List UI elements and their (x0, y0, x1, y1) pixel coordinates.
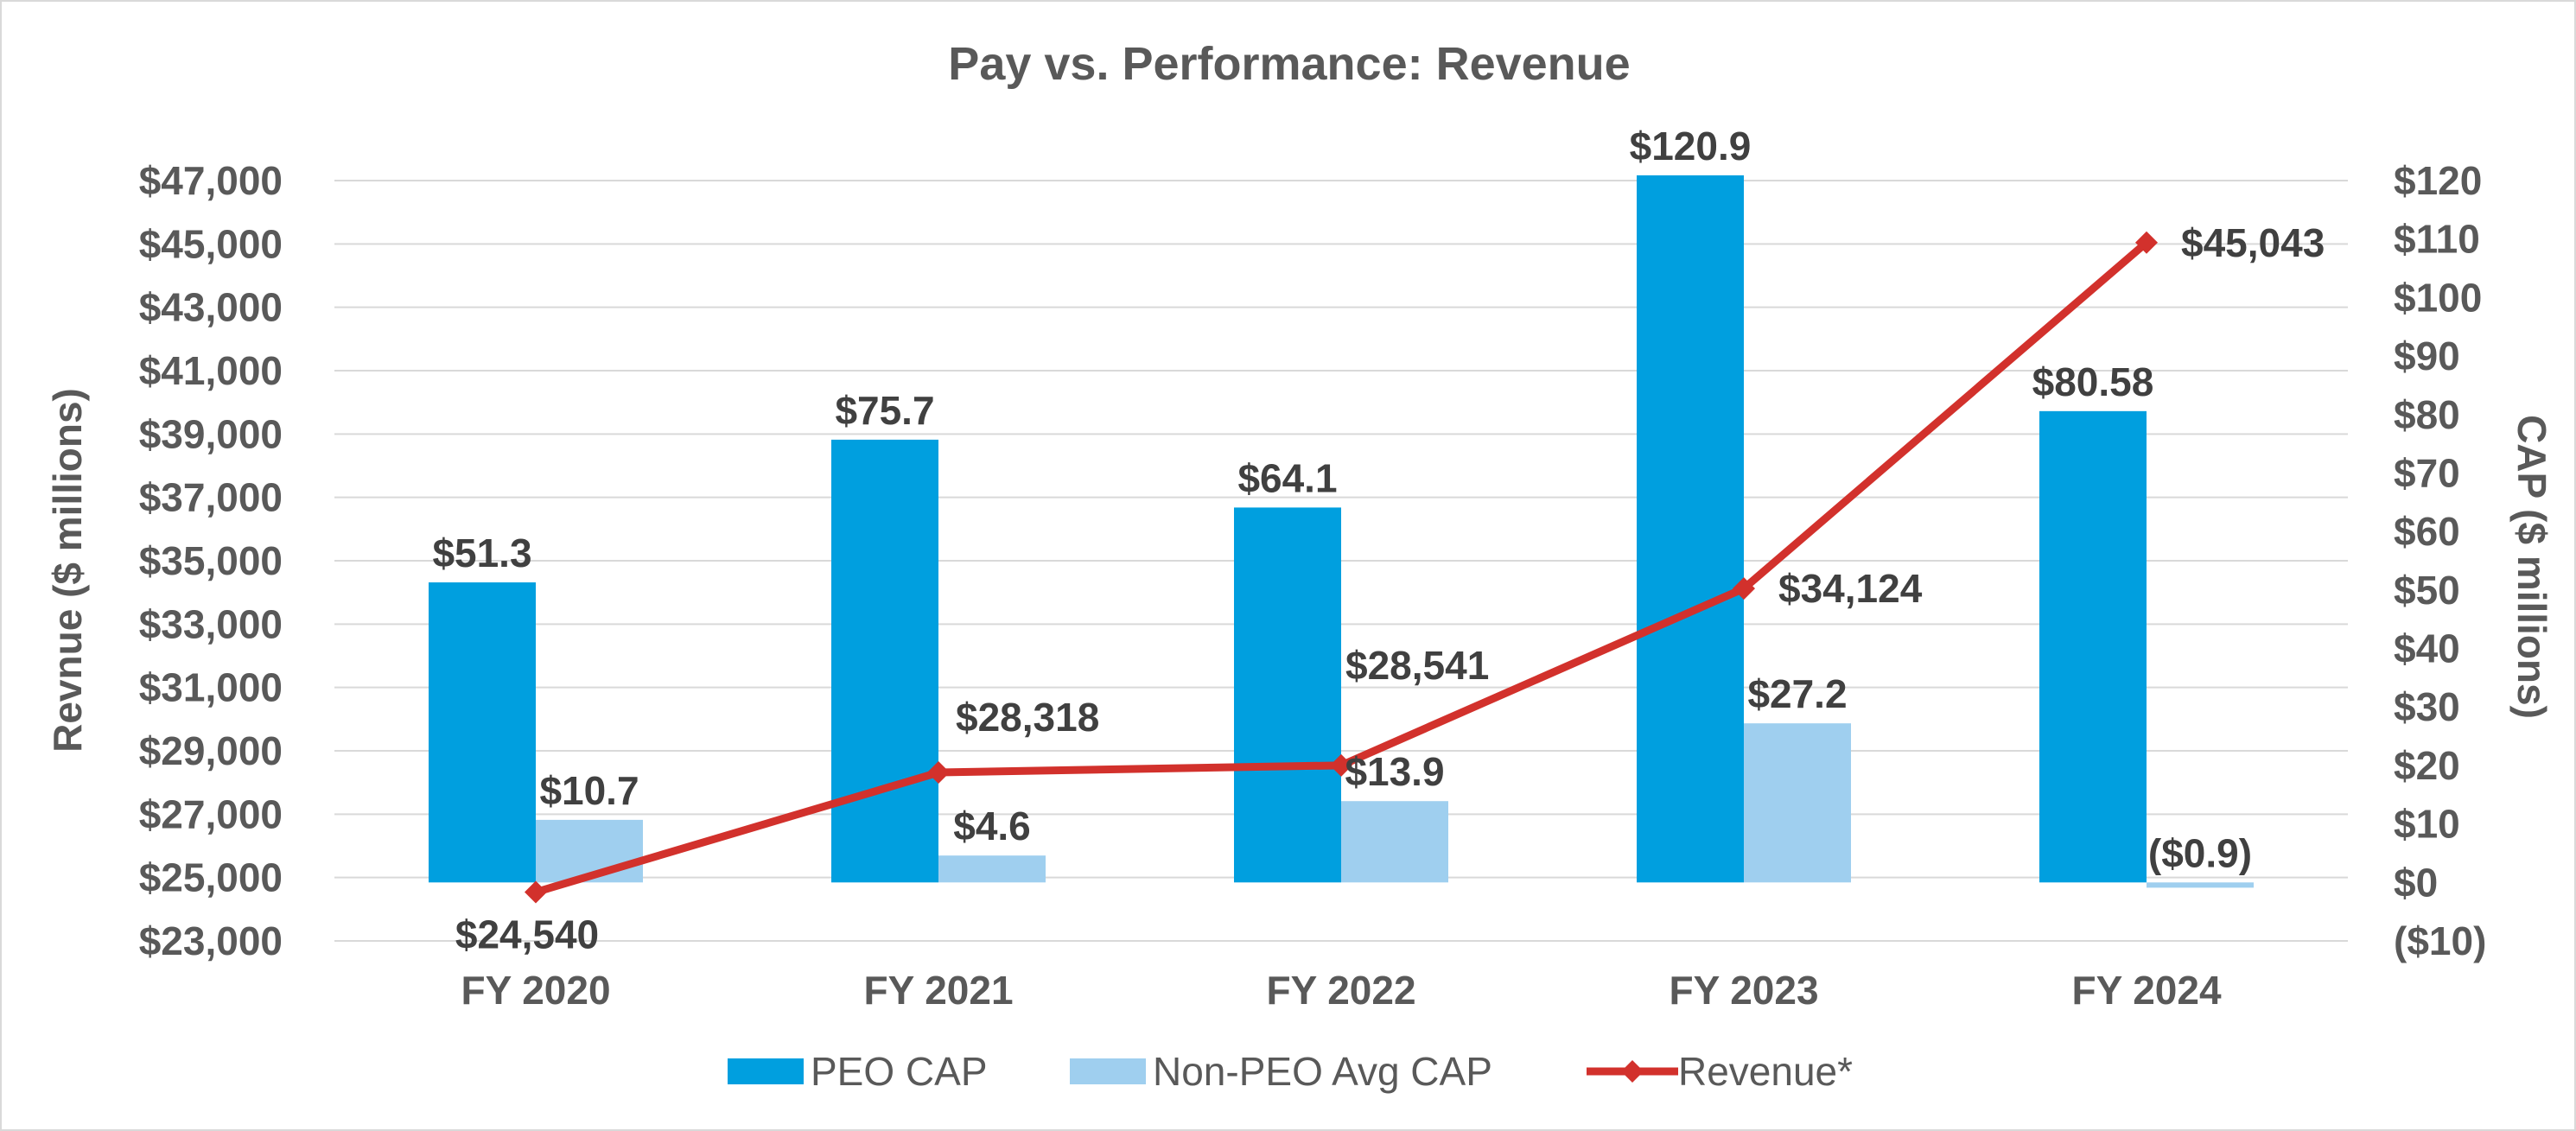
revenue-marker (1330, 753, 1352, 777)
left-axis-tick-label: $25,000 (139, 855, 283, 900)
non-peo-avg-cap-data-label: $13.9 (1345, 749, 1444, 794)
right-axis-title: CAP ($ millions) (2509, 415, 2554, 719)
left-axis-tick-label: $43,000 (139, 285, 283, 330)
left-axis-tick-label: $35,000 (139, 538, 283, 583)
right-axis-tick-label: $120 (2394, 158, 2482, 203)
left-axis-tick-label: $31,000 (139, 665, 283, 710)
bars-group (429, 175, 2254, 888)
right-axis-tick-label: $20 (2394, 743, 2460, 788)
left-axis-tick-label: $45,000 (139, 221, 283, 266)
right-axis-tick-label: $50 (2394, 568, 2460, 613)
right-axis-tick-label: $0 (2394, 860, 2438, 905)
revenue-marker (2135, 231, 2158, 254)
right-axis-tick-label: $10 (2394, 802, 2460, 847)
revenue-data-label: $24,540 (455, 912, 599, 957)
right-axis-tick-label: $30 (2394, 684, 2460, 729)
left-axis-tick-label: $29,000 (139, 728, 283, 773)
revenue-line-group (525, 231, 2158, 904)
legend-label-peo-cap: PEO CAP (811, 1049, 988, 1094)
left-axis-tick-label: $37,000 (139, 475, 283, 520)
revenue-data-label: $28,541 (1345, 643, 1489, 688)
right-axis-tick-label: $40 (2394, 626, 2460, 671)
category-label: FY 2021 (863, 968, 1013, 1013)
non-peo-avg-cap-bar (938, 855, 1046, 883)
non-peo-avg-cap-bar (536, 819, 643, 883)
revenue-marker (525, 880, 547, 904)
non-peo-avg-cap-bar (1341, 801, 1448, 883)
legend-label-revenue: Revenue* (1678, 1049, 1853, 1094)
left-axis-tick-label: $47,000 (139, 158, 283, 203)
left-axis-tick-label: $27,000 (139, 791, 283, 836)
right-axis-tick-label: $110 (2394, 217, 2480, 262)
legend-swatch-revenue-marker (1621, 1060, 1644, 1083)
left-axis-tick-label: $33,000 (139, 601, 283, 646)
category-label: FY 2020 (461, 968, 610, 1013)
peo-cap-bar (1637, 175, 1744, 883)
legend-label-non-peo-avg-cap: Non-PEO Avg CAP (1153, 1049, 1492, 1094)
peo-cap-data-label: $80.58 (2032, 359, 2154, 404)
revenue-data-label: $34,124 (1778, 566, 1923, 611)
legend: PEO CAP Non-PEO Avg CAP Revenue* (728, 1049, 1853, 1094)
left-axis-title: Revnue ($ millions) (45, 388, 90, 753)
peo-cap-data-label: $120.9 (1630, 124, 1752, 168)
category-label: FY 2024 (2071, 968, 2221, 1013)
legend-swatch-peo-cap (728, 1058, 804, 1084)
peo-cap-bar (831, 439, 938, 883)
left-axis-tick-label: $23,000 (139, 918, 283, 963)
right-axis-tick-label: $90 (2394, 334, 2460, 378)
peo-cap-data-label: $51.3 (432, 531, 531, 575)
peo-cap-data-label: $75.7 (835, 388, 934, 433)
peo-cap-bar (2039, 410, 2147, 883)
category-label: FY 2022 (1266, 968, 1415, 1013)
peo-cap-bar (429, 582, 536, 883)
left-axis-tick-label: $41,000 (139, 348, 283, 393)
revenue-data-label: $28,318 (956, 695, 1099, 740)
left-axis-tick-label: $39,000 (139, 411, 283, 456)
data-labels-group: $51.3 $10.7 $75.7 $4.6 $64.1 $13.9 $120.9 $27.2… (432, 124, 2325, 957)
category-label: FY 2023 (1669, 968, 1818, 1013)
right-axis-tick-label: $100 (2394, 275, 2482, 320)
peo-cap-bar (1234, 507, 1341, 883)
non-peo-avg-cap-data-label: ($0.9) (2148, 830, 2252, 875)
right-axis-tick-label: $70 (2394, 450, 2460, 495)
revenue-marker (927, 761, 950, 785)
non-peo-avg-cap-data-label: $10.7 (539, 768, 639, 813)
legend-swatch-non-peo-avg-cap (1070, 1058, 1146, 1084)
right-axis-tick-label: ($10) (2394, 918, 2486, 963)
non-peo-avg-cap-bar (2147, 882, 2254, 888)
non-peo-avg-cap-data-label: $4.6 (953, 804, 1031, 848)
revenue-marker (1733, 577, 1755, 600)
chart-title: Pay vs. Performance: Revenue (948, 38, 1630, 90)
non-peo-avg-cap-data-label: $27.2 (1747, 671, 1847, 716)
non-peo-avg-cap-bar (1744, 723, 1851, 883)
right-axis-tick-label: $80 (2394, 392, 2460, 437)
right-axis-tick-label: $60 (2394, 509, 2460, 554)
axes-group: $23,000 $25,000 $27,000 $29,000 $31,000 $33,0… (139, 158, 2487, 1013)
peo-cap-data-label: $64.1 (1237, 455, 1337, 500)
revenue-data-label: $45,043 (2181, 220, 2325, 265)
